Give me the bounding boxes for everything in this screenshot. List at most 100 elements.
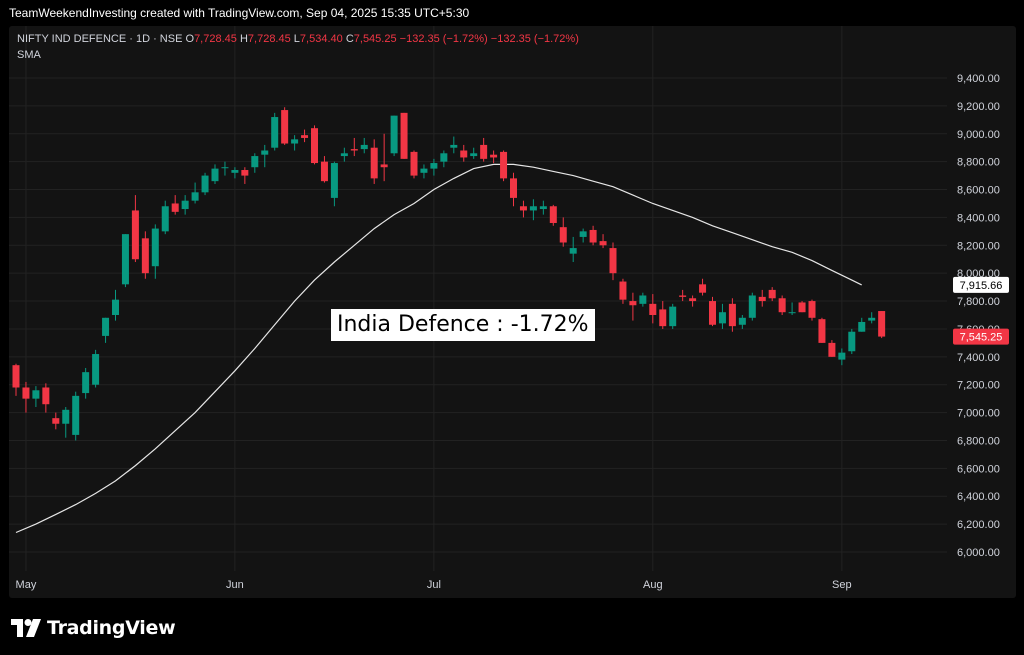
- candle-body: [430, 163, 438, 169]
- candle-body: [599, 241, 607, 246]
- candle-body: [609, 248, 617, 274]
- change-value-2: −132.35 (−1.72%): [490, 33, 579, 45]
- candle: [808, 299, 816, 321]
- last-price-badge-text: 7,545.25: [960, 332, 1003, 344]
- candle: [102, 317, 110, 343]
- candle: [699, 278, 707, 296]
- time-axis[interactable]: May Jun Jul Aug Sep: [16, 579, 852, 591]
- candle-body: [460, 150, 468, 158]
- candle-body: [121, 234, 129, 285]
- candle: [380, 133, 388, 182]
- candle: [798, 301, 806, 313]
- candle: [619, 278, 627, 304]
- candle-body: [838, 352, 846, 360]
- candle: [261, 144, 269, 168]
- candle-body: [22, 387, 30, 399]
- candle: [748, 292, 756, 321]
- low-value: 7,534.40: [299, 33, 343, 45]
- candle-body: [211, 168, 219, 182]
- price-axis[interactable]: 9,400.00 9,200.00 9,000.00 8,800.00 8,600.00…: [953, 73, 1009, 559]
- y-tick-label: 8,800.00: [957, 157, 1000, 169]
- tradingview-logo[interactable]: TradingView: [11, 617, 176, 639]
- candle: [559, 217, 567, 247]
- tradingview-logo-icon: [11, 619, 41, 637]
- candle-body: [669, 306, 677, 327]
- candle-body: [311, 128, 318, 164]
- candle-body: [629, 301, 637, 306]
- candle-body: [281, 110, 289, 144]
- candle-body: [92, 354, 100, 385]
- candle-body: [798, 302, 806, 313]
- chart-panel[interactable]: 9,400.00 9,200.00 9,000.00 8,800.00 8,600.00…: [9, 26, 1016, 598]
- candle-body: [569, 248, 577, 254]
- candle: [490, 150, 498, 164]
- y-tick-label: 6,600.00: [957, 463, 1000, 475]
- candle-body: [758, 296, 766, 302]
- candle-body: [579, 231, 587, 237]
- candle: [390, 115, 398, 157]
- candle-body: [778, 298, 786, 313]
- candle-body: [868, 317, 876, 321]
- candle-body: [728, 303, 736, 327]
- candle-body: [768, 289, 776, 299]
- candle: [131, 195, 139, 263]
- y-tick-label: 8,200.00: [957, 240, 1000, 252]
- candle: [500, 150, 508, 182]
- top-bar: TeamWeekendInvesting created with Tradin…: [0, 0, 1024, 26]
- candle-body: [181, 200, 189, 210]
- x-tick-label: Jun: [226, 579, 244, 591]
- candle-body: [450, 144, 458, 148]
- candle-body: [32, 390, 40, 399]
- candle: [191, 182, 199, 204]
- candle: [738, 315, 746, 329]
- symbol-name[interactable]: NIFTY IND DEFENCE · 1D · NSE: [17, 33, 183, 45]
- candle: [171, 195, 179, 215]
- sma-indicator-label[interactable]: SMA: [17, 49, 41, 61]
- candle-body: [131, 210, 139, 260]
- y-tick-label: 9,400.00: [957, 73, 1000, 85]
- candle: [768, 287, 776, 302]
- candle: [62, 407, 70, 438]
- chart-credit: TeamWeekendInvesting created with Tradin…: [9, 6, 470, 20]
- candle: [460, 144, 468, 162]
- candle: [629, 292, 637, 321]
- candle: [360, 137, 368, 154]
- candle-body: [649, 303, 657, 315]
- candle: [659, 301, 667, 329]
- high-label: H: [239, 33, 248, 45]
- candle: [92, 349, 100, 388]
- candle-body: [659, 309, 667, 327]
- candle-body: [718, 312, 726, 324]
- candle: [211, 164, 219, 184]
- candle: [689, 295, 697, 307]
- candle-body: [251, 156, 259, 168]
- candle-body: [808, 301, 816, 318]
- candle-body: [221, 167, 229, 169]
- candle: [440, 150, 448, 168]
- y-tick-label: 7,000.00: [957, 408, 1000, 420]
- candle-body: [330, 163, 338, 198]
- footer: [0, 598, 1024, 655]
- candle: [82, 367, 90, 399]
- candle-body: [500, 151, 508, 179]
- candle: [72, 391, 80, 441]
- candle-body: [619, 281, 627, 300]
- price-chart[interactable]: 9,400.00 9,200.00 9,000.00 8,800.00 8,600.00…: [9, 26, 1016, 598]
- low-label: L: [293, 33, 300, 45]
- candle: [589, 225, 597, 246]
- candle: [121, 234, 129, 288]
- candle-body: [112, 299, 119, 315]
- candle-body: [102, 317, 110, 336]
- y-tick-label: 7,400.00: [957, 352, 1000, 364]
- candle: [141, 231, 149, 279]
- candle: [758, 289, 766, 307]
- change-value: −132.35 (−1.72%): [399, 33, 488, 45]
- candle: [42, 383, 50, 413]
- candle: [281, 107, 289, 145]
- sma-line: [15, 163, 862, 534]
- candle: [718, 303, 726, 329]
- candle-body: [370, 147, 378, 179]
- symbol-legend[interactable]: NIFTY IND DEFENCE · 1D · NSE O7,728.45 H…: [17, 33, 579, 45]
- candle: [271, 112, 279, 151]
- candle: [12, 363, 20, 396]
